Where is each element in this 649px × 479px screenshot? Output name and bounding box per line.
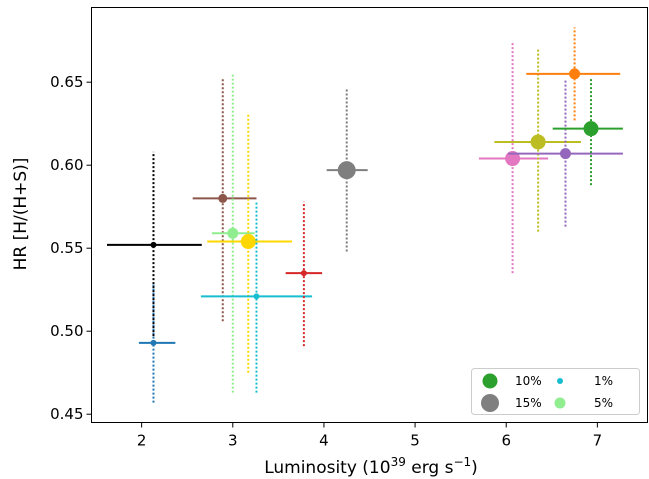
- legend-label: 10%: [515, 374, 542, 388]
- x-tick-label: 5: [410, 432, 420, 450]
- data-point: [505, 151, 521, 167]
- y-tick-label: 0.50: [50, 322, 83, 340]
- data-point: [227, 227, 239, 239]
- plot-frame: [91, 7, 648, 423]
- legend: 10% 15% 1% 5%: [471, 368, 640, 415]
- y-tick-label: 0.45: [50, 405, 83, 423]
- data-point: [337, 161, 356, 180]
- x-axis-label: Luminosity (1039 erg s−1): [264, 455, 478, 478]
- legend-marker: [554, 397, 566, 409]
- legend-marker: [482, 373, 498, 389]
- data-point: [559, 148, 571, 160]
- data-point: [253, 293, 260, 300]
- data-point: [240, 234, 256, 250]
- x-tick-label: 3: [228, 432, 238, 450]
- data-point: [569, 68, 581, 80]
- data-point: [530, 134, 546, 150]
- x-tick-label: 2: [137, 432, 147, 450]
- legend-frame: [471, 368, 640, 415]
- x-tick-label: 7: [593, 432, 603, 450]
- legend-label: 1%: [594, 374, 613, 388]
- y-axis-label: HR [H/(H+S)]: [11, 158, 31, 271]
- y-tick-label: 0.65: [50, 73, 83, 91]
- data-point: [300, 270, 307, 277]
- x-tick-label: 4: [319, 432, 329, 450]
- y-tick-label: 0.60: [50, 156, 83, 174]
- legend-label: 15%: [515, 396, 542, 410]
- data-point: [150, 241, 157, 248]
- data-point: [583, 121, 599, 137]
- legend-marker: [481, 394, 499, 412]
- x-axis: 2 3 4 5 6 7: [137, 422, 603, 450]
- x-tick-label: 6: [501, 432, 511, 450]
- legend-marker: [557, 378, 563, 384]
- plot-content: [106, 27, 623, 403]
- data-point: [218, 193, 228, 203]
- y-axis: 0.45 0.50 0.55 0.60 0.65: [50, 73, 92, 423]
- y-tick-label: 0.55: [50, 239, 83, 257]
- legend-label: 5%: [594, 396, 613, 410]
- data-point: [150, 339, 157, 346]
